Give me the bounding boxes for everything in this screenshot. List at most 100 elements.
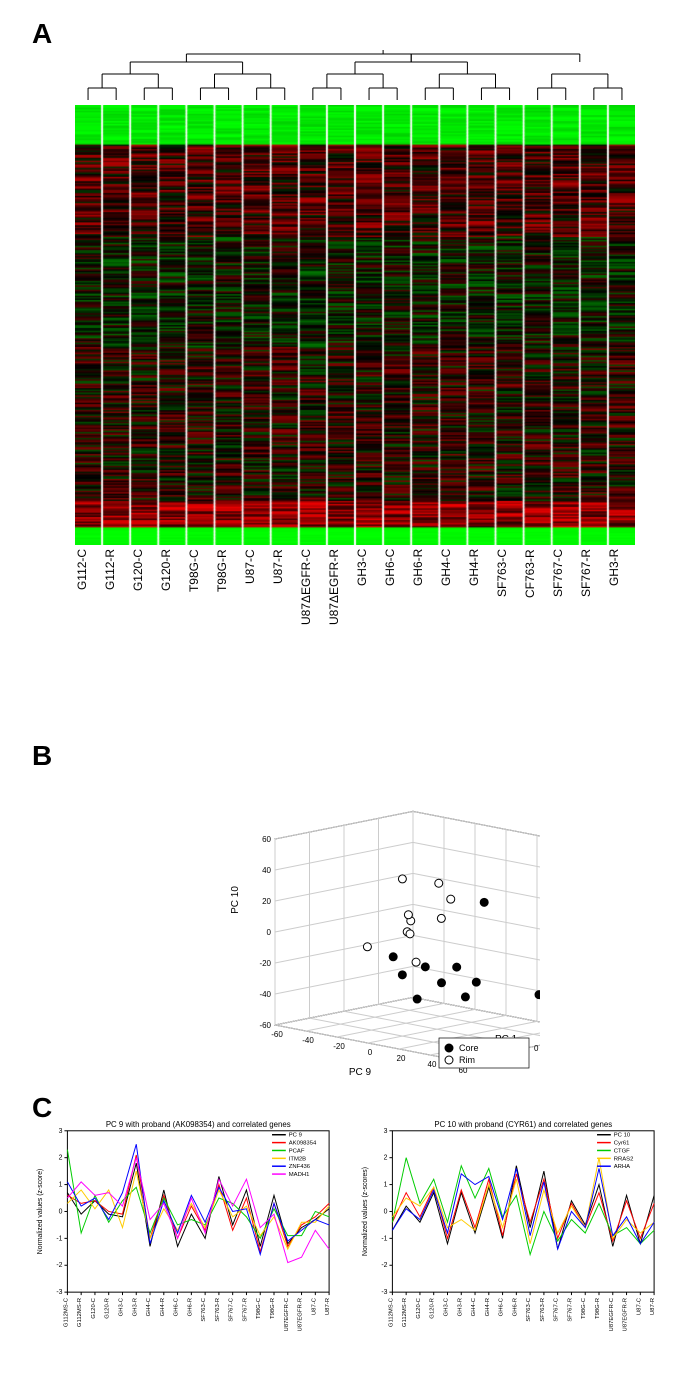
- heatmap-col-label: T98G-C: [187, 549, 215, 627]
- svg-text:SF763-C: SF763-C: [201, 1297, 207, 1321]
- heatmap-col-label: U87ΔEGFR-C: [299, 549, 327, 627]
- heatmap-col-label: G120-C: [131, 549, 159, 627]
- svg-text:-2: -2: [56, 1262, 62, 1269]
- svg-text:U87EGFR-R: U87EGFR-R: [298, 1298, 304, 1331]
- heatmap-col-label: GH3-C: [355, 549, 383, 627]
- svg-text:GH6-R: GH6-R: [187, 1298, 193, 1316]
- svg-text:GH6-R: GH6-R: [512, 1298, 518, 1316]
- svg-text:GH3-R: GH3-R: [132, 1298, 138, 1316]
- linechart-right: PC 10 with proband (CYR61) and correlate…: [355, 1115, 660, 1365]
- svg-text:PC 9: PC 9: [289, 1133, 302, 1139]
- svg-text:PC 10 with proband (CYR61) and: PC 10 with proband (CYR61) and correlate…: [434, 1120, 612, 1129]
- svg-text:G112MS-R: G112MS-R: [77, 1298, 83, 1327]
- svg-text:G120-C: G120-C: [91, 1297, 97, 1318]
- svg-text:Core: Core: [459, 1043, 479, 1053]
- svg-text:GH3-C: GH3-C: [118, 1297, 124, 1316]
- svg-text:ITM2B: ITM2B: [289, 1156, 306, 1162]
- svg-text:3: 3: [59, 1128, 63, 1135]
- svg-text:20: 20: [397, 1054, 406, 1063]
- svg-text:Cyr61: Cyr61: [614, 1141, 630, 1147]
- svg-text:-1: -1: [381, 1235, 387, 1242]
- svg-text:GH3-C: GH3-C: [443, 1297, 449, 1316]
- svg-text:SF767-R: SF767-R: [242, 1298, 248, 1322]
- heatmap-col-label: T98G-R: [215, 549, 243, 627]
- heatmap-col-label: G112-C: [75, 549, 103, 627]
- svg-text:G112MS-C: G112MS-C: [63, 1297, 69, 1327]
- svg-text:-2: -2: [381, 1262, 387, 1269]
- svg-text:GH6-C: GH6-C: [174, 1297, 180, 1316]
- svg-text:0: 0: [59, 1208, 63, 1215]
- heatmap-col-label: SF767-C: [551, 549, 579, 627]
- svg-text:-20: -20: [259, 959, 271, 968]
- svg-text:-1: -1: [56, 1235, 62, 1242]
- heatmap-col-label: GH6-C: [383, 549, 411, 627]
- svg-text:GH6-C: GH6-C: [499, 1297, 505, 1316]
- svg-text:-60: -60: [271, 1030, 283, 1039]
- svg-text:G120-C: G120-C: [416, 1297, 422, 1318]
- svg-text:U87-R: U87-R: [650, 1298, 656, 1315]
- heatmap-col-label: GH4-C: [439, 549, 467, 627]
- svg-text:G112MS-R: G112MS-R: [402, 1298, 408, 1327]
- linechart-left: PC 9 with proband (AK098354) and correla…: [30, 1115, 335, 1365]
- svg-text:RRAS2: RRAS2: [614, 1156, 634, 1162]
- panel-c-linecharts: PC 9 with proband (AK098354) and correla…: [30, 1115, 660, 1365]
- panel-a-heatmap: G112-CG112-RG120-CG120-RT98G-CT98G-RU87-…: [75, 50, 635, 627]
- heatmap-col-label: U87-C: [243, 549, 271, 627]
- heatmap-col-label: GH3-R: [607, 549, 635, 627]
- svg-text:T98G-R: T98G-R: [270, 1298, 276, 1319]
- svg-text:-60: -60: [259, 1021, 271, 1030]
- svg-text:SF767-C: SF767-C: [554, 1297, 560, 1321]
- svg-text:1: 1: [59, 1182, 63, 1189]
- svg-text:-20: -20: [333, 1042, 345, 1051]
- svg-text:SF767-C: SF767-C: [229, 1297, 235, 1321]
- svg-text:PC 10: PC 10: [614, 1133, 631, 1139]
- svg-text:SF763-R: SF763-R: [215, 1298, 221, 1322]
- svg-text:ZNF436: ZNF436: [289, 1164, 311, 1170]
- svg-text:T98G-C: T98G-C: [256, 1297, 262, 1319]
- svg-text:-3: -3: [56, 1289, 62, 1296]
- svg-text:-40: -40: [302, 1036, 314, 1045]
- svg-text:AK098354: AK098354: [289, 1141, 317, 1147]
- heatmap-col-label: U87ΔEGFR-R: [327, 549, 355, 627]
- svg-text:T98G-C: T98G-C: [581, 1297, 587, 1319]
- svg-text:60: 60: [262, 835, 271, 844]
- dendrogram: [75, 50, 635, 100]
- svg-text:G112MS-C: G112MS-C: [388, 1297, 394, 1327]
- svg-text:2: 2: [384, 1155, 388, 1162]
- svg-text:2: 2: [59, 1155, 63, 1162]
- svg-text:Rim: Rim: [459, 1055, 475, 1065]
- svg-text:GH4-R: GH4-R: [160, 1298, 166, 1316]
- svg-text:0: 0: [534, 1044, 539, 1053]
- svg-text:0: 0: [267, 928, 272, 937]
- svg-text:1: 1: [384, 1182, 388, 1189]
- svg-text:ARHA: ARHA: [614, 1164, 630, 1170]
- svg-text:U87EGFR-C: U87EGFR-C: [609, 1297, 615, 1331]
- svg-text:PC 10: PC 10: [230, 886, 241, 914]
- svg-text:GH4-C: GH4-C: [471, 1297, 477, 1316]
- svg-text:-40: -40: [259, 990, 271, 999]
- svg-text:Normalized values (z-score): Normalized values (z-score): [37, 1169, 44, 1255]
- svg-text:PC 9: PC 9: [349, 1067, 372, 1078]
- svg-text:MADH1: MADH1: [289, 1172, 310, 1178]
- svg-text:0: 0: [368, 1048, 373, 1057]
- heatmap-col-label: SF763-C: [495, 549, 523, 627]
- svg-text:GH4-C: GH4-C: [146, 1297, 152, 1316]
- svg-text:PCAF: PCAF: [289, 1148, 305, 1154]
- svg-text:3: 3: [384, 1128, 388, 1135]
- svg-text:U87-C: U87-C: [311, 1297, 317, 1315]
- svg-text:U87-R: U87-R: [325, 1298, 331, 1315]
- svg-text:SF767-R: SF767-R: [567, 1298, 573, 1322]
- heatmap-col-label: G120-R: [159, 549, 187, 627]
- svg-text:G120-R: G120-R: [105, 1298, 111, 1319]
- svg-text:SF763-C: SF763-C: [526, 1297, 532, 1321]
- svg-text:20: 20: [262, 897, 271, 906]
- heatmap-col-label: G112-R: [103, 549, 131, 627]
- heatmap-col-label: SF767-R: [579, 549, 607, 627]
- svg-text:40: 40: [262, 866, 271, 875]
- svg-text:SF763-R: SF763-R: [540, 1298, 546, 1322]
- panel-a-label: A: [32, 18, 52, 50]
- svg-text:U87-C: U87-C: [636, 1297, 642, 1315]
- panel-b-label: B: [32, 740, 52, 772]
- svg-text:0: 0: [384, 1208, 388, 1215]
- svg-text:U87EGFR-C: U87EGFR-C: [284, 1297, 290, 1331]
